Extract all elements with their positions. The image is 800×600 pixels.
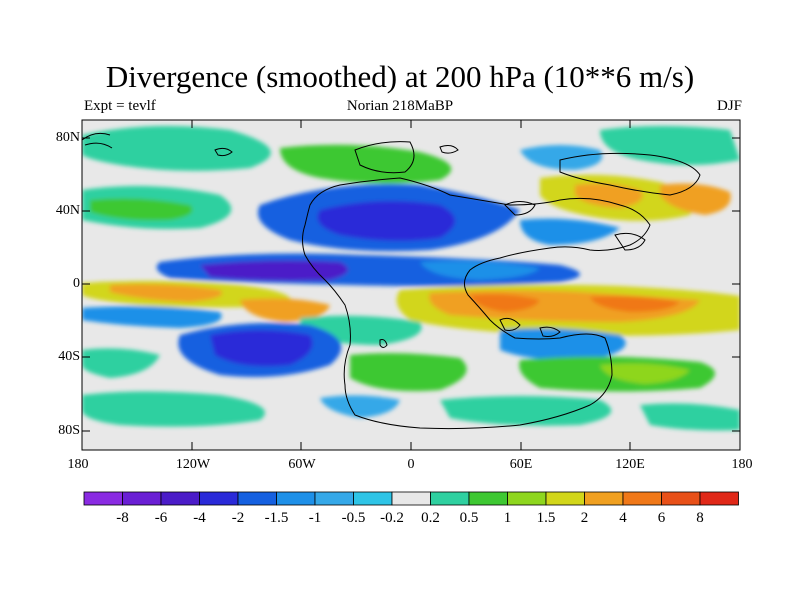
colorbar-swatch [391,491,431,506]
divergence-field [82,120,740,450]
x-tick-label: 120E [615,457,645,472]
y-tick-label: 80S [58,423,80,438]
season-label: DJF [716,98,742,114]
colorbar-swatch [237,491,277,506]
x-tick-label: 60W [288,457,316,472]
colorbar-label: 6 [657,510,666,526]
colorbar-label: -0.5 [341,510,366,526]
colorbar-swatch [353,491,393,506]
colorbar-swatch [160,491,200,506]
colorbar [83,491,739,506]
map-title: Divergence (smoothed) at 200 hPa (10**6 … [105,59,695,94]
colorbar-swatch [545,491,585,506]
x-tick-label: 60E [509,457,533,472]
y-tick-label: 40N [55,203,80,218]
colorbar-swatch [199,491,239,506]
colorbar-label: 1 [503,510,512,526]
x-ticks [81,120,741,450]
colorbar-label: 2 [580,510,589,526]
colorbar-label: 0.2 [421,510,440,526]
colorbar-swatch [468,491,508,506]
colorbar-swatch [584,491,624,506]
colorbar-label: 1.5 [536,510,556,526]
colorbar-label: -2 [231,510,245,526]
experiment-label: Expt = tevlf [84,98,156,114]
colorbar-label: 0.5 [459,510,479,526]
colorbar-label: -1.5 [264,510,289,526]
colorbar-label: 8 [696,510,704,526]
colorbar-swatch [430,491,470,506]
colorbar-swatch [507,491,547,506]
period-label: Norian 218MaBP [346,98,454,114]
colorbar-label: -6 [154,510,168,526]
x-tick-label: 180 [731,457,753,472]
colorbar-label: -8 [116,510,129,526]
colorbar-label: -0.2 [380,510,404,526]
y-tick-label: 40S [58,349,80,364]
colorbar-label: -4 [193,510,206,526]
coastline [82,132,701,430]
y-ticks [82,137,740,432]
colorbar-swatch [661,491,701,506]
y-tick-label: 80N [55,130,80,145]
x-tick-label: 180 [67,457,89,472]
colorbar-swatch [122,491,162,506]
colorbar-label: -1 [308,510,322,526]
colorbar-swatch [699,491,739,506]
colorbar-swatch [83,491,123,506]
colorbar-swatch [314,491,354,506]
colorbar-label: 4 [619,510,627,526]
x-tick-label: 120W [175,457,211,472]
colorbar-swatch [622,491,662,506]
x-tick-label: 0 [407,457,415,472]
y-tick-label: 0 [73,276,80,291]
colorbar-swatch [276,491,316,506]
